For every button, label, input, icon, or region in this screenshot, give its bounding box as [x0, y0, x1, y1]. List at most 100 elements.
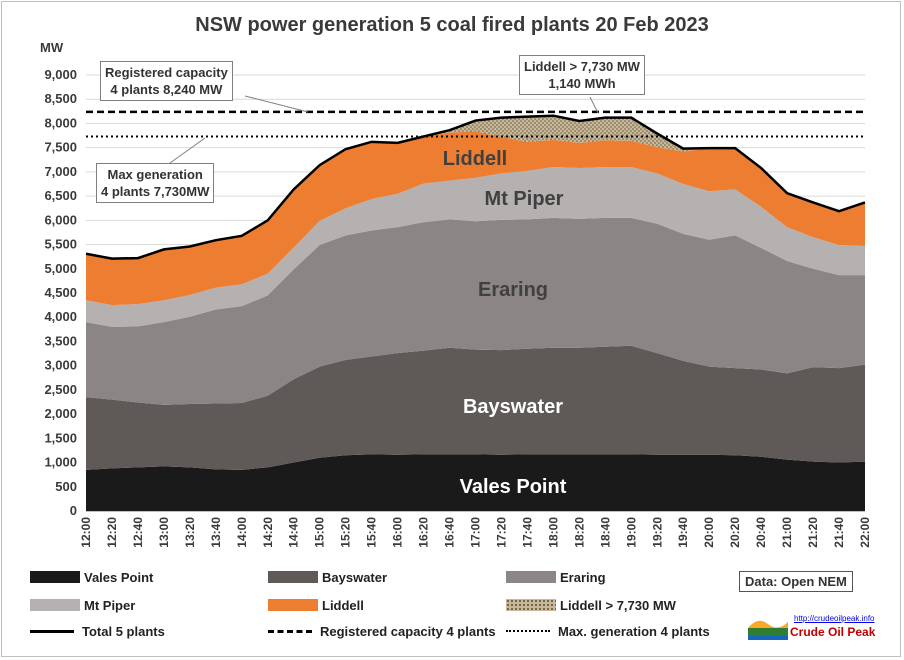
legend-label: Liddell > 7,730 MW	[560, 597, 676, 613]
x-tick-label: 20:40	[754, 517, 768, 548]
legend-swatch	[268, 571, 318, 583]
x-tick-label: 22:00	[858, 517, 872, 548]
callout-max-generation: Max generation 4 plants 7,730MW	[96, 163, 215, 203]
total-line	[85, 114, 866, 260]
area-eraring	[86, 217, 865, 405]
legend-label: Mt Piper	[84, 597, 136, 613]
area-bayswater	[86, 345, 865, 470]
legend-item-liddell-7-730-mw: Liddell > 7,730 MW	[506, 597, 676, 613]
x-tick-label: 19:40	[676, 517, 690, 548]
x-tick-label: 21:00	[780, 517, 794, 548]
area-label-liddell: Liddell	[443, 148, 507, 170]
y-tick-label: 1,500	[44, 430, 77, 445]
leader-liddell-excess	[589, 96, 599, 114]
y-tick-label: 1,000	[44, 455, 77, 470]
y-tick-label: 2,000	[44, 406, 77, 421]
y-tick-label: 3,000	[44, 358, 77, 373]
legend-item-registered-capacity-4-plants: Registered capacity 4 plants	[268, 623, 496, 639]
area-labels: Vales Point Bayswater Eraring Mt Piper Lidde…	[443, 148, 567, 498]
x-tick-label: 14:00	[235, 517, 249, 548]
x-tick-label: 16:20	[417, 517, 431, 548]
x-tick-label: 21:40	[832, 517, 846, 548]
x-tick-label: 17:00	[469, 517, 483, 548]
callout-liddell-excess: Liddell > 7,730 MW 1,140 MWh	[519, 55, 645, 95]
chart-title: NSW power generation 5 coal fired plants…	[195, 14, 709, 36]
y-axis-ticks: 0 500 1,000 1,500 2,000 2,500 3,000 3,500 4,000 4…	[44, 67, 77, 518]
x-tick-label: 16:40	[443, 517, 457, 548]
area-label-vales-point: Vales Point	[460, 476, 567, 498]
legend-item-mt-piper: Mt Piper	[30, 597, 135, 613]
y-tick-label: 7,000	[44, 164, 77, 179]
legend-swatch	[30, 571, 80, 583]
area-liddell	[86, 131, 865, 306]
legend-item-vales-point: Vales Point	[30, 569, 153, 585]
legend-label: Max. generation 4 plants	[558, 623, 710, 639]
y-tick-label: 5,500	[44, 237, 77, 252]
y-tick-label: 5,000	[44, 261, 77, 276]
x-tick-label: 15:20	[339, 517, 353, 548]
x-tick-label: 13:00	[157, 517, 171, 548]
legend-label: Vales Point	[84, 569, 154, 585]
legend-line-sample	[30, 629, 74, 633]
x-tick-label: 18:20	[572, 517, 586, 548]
x-tick-label: 21:20	[806, 517, 820, 548]
legend-label: Liddell	[322, 597, 364, 613]
x-tick-label: 15:40	[365, 517, 379, 548]
x-tick-label: 13:40	[209, 517, 223, 548]
y-tick-label: 3,500	[44, 333, 77, 348]
legend-label: Eraring	[560, 569, 606, 585]
x-tick-label: 19:20	[650, 517, 664, 548]
y-tick-label: 7,500	[44, 140, 77, 155]
crude-oil-peak-logo[interactable]: http://crudeoilpeak.info Crude Oil Peak	[746, 614, 886, 644]
x-tick-label: 13:20	[183, 517, 197, 548]
y-tick-label: 6,500	[44, 188, 77, 203]
callout-registered-capacity: Registered capacity 4 plants 8,240 MW	[100, 61, 233, 101]
legend-item-eraring: Eraring	[506, 569, 606, 585]
legend-label: Bayswater	[322, 569, 388, 585]
logo-url[interactable]: http://crudeoilpeak.info	[794, 614, 875, 623]
y-tick-label: 4,500	[44, 285, 77, 300]
y-tick-label: 8,000	[44, 115, 77, 130]
legend-swatch	[506, 571, 556, 583]
x-tick-label: 15:00	[313, 517, 327, 548]
logo-name: Crude Oil Peak	[790, 625, 876, 639]
x-tick-label: 17:20	[494, 517, 508, 548]
x-tick-label: 18:40	[598, 517, 612, 548]
area-label-bayswater: Bayswater	[463, 396, 563, 418]
callout-leaders	[169, 95, 599, 164]
x-tick-label: 12:20	[105, 517, 119, 548]
y-tick-label: 500	[55, 479, 77, 494]
x-tick-label: 12:40	[131, 517, 145, 548]
y-tick-label: 2,500	[44, 382, 77, 397]
x-tick-label: 20:00	[702, 517, 716, 548]
stacked-areas	[86, 115, 865, 511]
y-axis-unit: MW	[40, 40, 64, 55]
legend-item-bayswater: Bayswater	[268, 569, 387, 585]
legend-item-max-generation-4-plants: Max. generation 4 plants	[506, 623, 710, 639]
y-tick-label: 4,000	[44, 309, 77, 324]
legend-swatch	[506, 599, 556, 611]
leader-max-generation	[169, 137, 206, 164]
legend-item-liddell: Liddell	[268, 597, 364, 613]
x-tick-label: 19:00	[624, 517, 638, 548]
logo-icon	[748, 620, 788, 640]
area-label-eraring: Eraring	[478, 279, 548, 301]
legend-swatch	[30, 599, 80, 611]
y-tick-label: 8,500	[44, 91, 77, 106]
x-tick-label: 14:20	[261, 517, 275, 548]
x-tick-label: 14:40	[287, 517, 301, 548]
area-label-mt-piper: Mt Piper	[485, 188, 564, 210]
legend-label: Total 5 plants	[82, 623, 165, 639]
x-tick-label: 12:00	[79, 517, 93, 548]
data-source: Data: Open NEM	[739, 571, 853, 592]
legend-label: Registered capacity 4 plants	[320, 623, 496, 639]
x-tick-label: 20:20	[728, 517, 742, 548]
x-axis-ticks: 12:00 12:20 12:40 13:00 13:20 13:40 14:00 14:20…	[79, 517, 872, 548]
y-tick-label: 6,000	[44, 212, 77, 227]
y-tick-label: 9,000	[44, 67, 77, 82]
legend-line-sample	[506, 630, 550, 632]
reference-lines	[85, 110, 866, 260]
x-tick-label: 17:40	[520, 517, 534, 548]
x-tick-label: 18:00	[546, 517, 560, 548]
